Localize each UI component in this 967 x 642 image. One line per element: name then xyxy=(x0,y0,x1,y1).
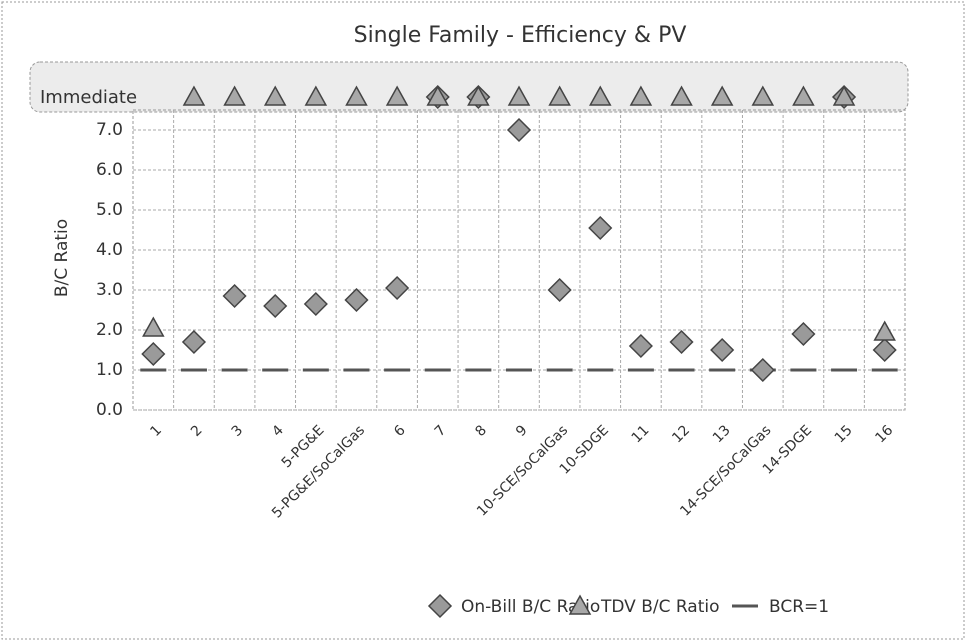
marker-diamond xyxy=(628,333,653,359)
y-tick-label: 3.0 xyxy=(96,280,123,300)
marker-triangle xyxy=(710,85,734,106)
marker-triangle xyxy=(751,85,775,106)
marker-diamond xyxy=(181,329,207,355)
legend-label: On-Bill B/C Ratio xyxy=(461,597,600,617)
marker-diamond xyxy=(303,291,328,317)
immediate-label: Immediate xyxy=(40,87,137,108)
marker-diamond xyxy=(588,215,613,241)
marker-triangle xyxy=(467,85,490,106)
marker-diamond xyxy=(344,287,369,313)
marker-triangle xyxy=(345,85,368,106)
y-tick-label: 6.0 xyxy=(96,160,123,180)
marker-diamond xyxy=(263,293,288,319)
marker-triangle xyxy=(873,320,896,341)
marker-diamond xyxy=(750,357,775,383)
marker-triangle xyxy=(385,85,409,106)
y-tick-label: 1.0 xyxy=(96,360,123,380)
marker-triangle xyxy=(792,85,815,106)
y-tick-label: 2.0 xyxy=(96,320,123,340)
y-tick-label: 5.0 xyxy=(96,200,123,220)
marker-triangle xyxy=(426,85,450,106)
chart-title: Single Family - Efficiency & PV xyxy=(354,23,687,48)
marker-triangle xyxy=(670,85,693,106)
marker-diamond xyxy=(506,117,532,143)
legend-marker xyxy=(427,593,453,619)
legend-label: TDV B/C Ratio xyxy=(600,597,720,617)
marker-triangle xyxy=(832,85,856,106)
y-tick-label: 4.0 xyxy=(96,240,123,260)
marker-triangle xyxy=(548,85,571,106)
marker-triangle xyxy=(263,85,287,106)
legend-label: BCR=1 xyxy=(769,597,829,617)
marker-diamond xyxy=(222,283,247,309)
marker-diamond xyxy=(791,321,816,347)
marker-diamond xyxy=(872,337,897,363)
marker-diamond xyxy=(141,341,166,367)
marker-triangle xyxy=(507,85,531,106)
marker-triangle xyxy=(182,85,206,106)
y-axis-label: B/C Ratio xyxy=(52,219,72,297)
marker-triangle xyxy=(629,85,653,106)
marker-triangle xyxy=(223,85,246,106)
legend-marker xyxy=(568,594,592,615)
marker-triangle xyxy=(142,316,165,337)
marker-diamond xyxy=(669,329,694,355)
marker-diamond xyxy=(547,277,572,303)
y-tick-label: 7.0 xyxy=(96,120,123,140)
marker-diamond xyxy=(385,275,410,301)
marker-triangle xyxy=(304,85,328,106)
marker-diamond xyxy=(710,337,735,363)
marker-triangle xyxy=(588,85,612,106)
y-tick-label: 0.0 xyxy=(96,400,123,420)
